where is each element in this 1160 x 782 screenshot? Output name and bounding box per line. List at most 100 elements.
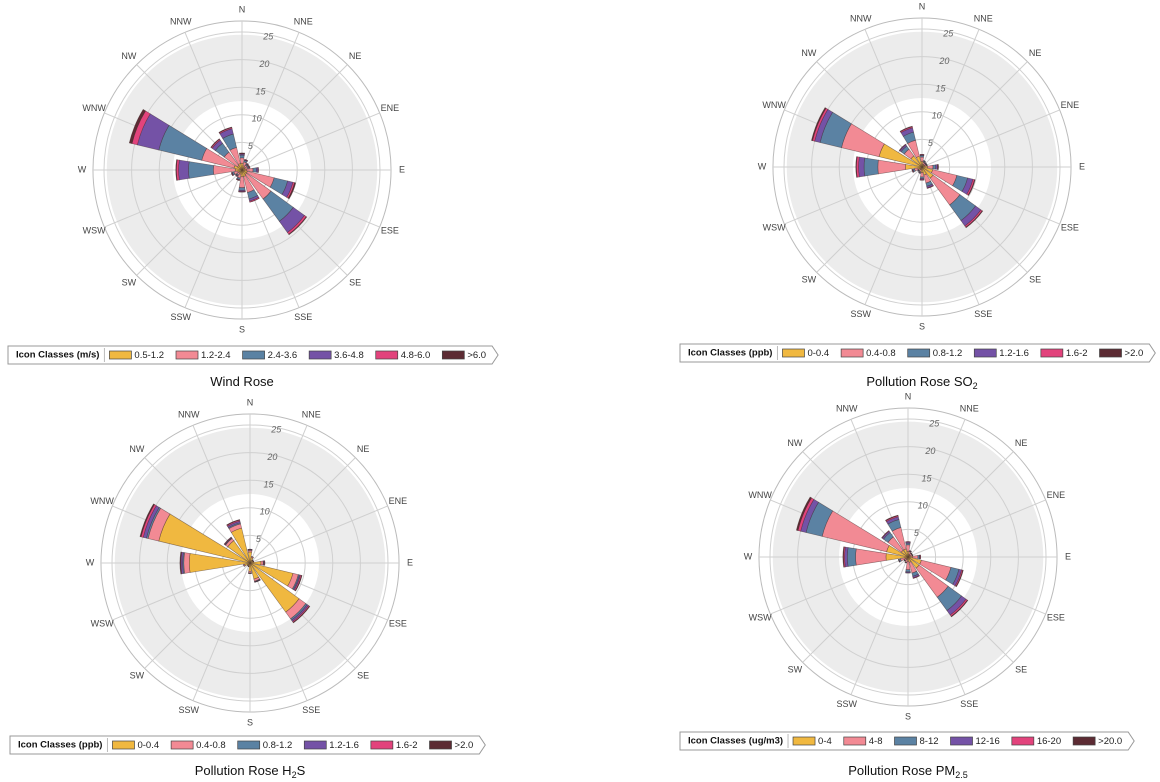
spoke: [784, 166, 923, 225]
ring-tick-label: 20: [938, 56, 949, 66]
rose-chart: N NNE NE ENE E ESE SE SSE S SSW SW WSW W WNW NW NNW 5 10 1…: [7, 4, 499, 389]
direction-label: WNW: [82, 103, 106, 113]
direction-label: S: [247, 717, 253, 727]
ring-tick-label: 25: [270, 425, 282, 435]
spoke: [907, 451, 1014, 558]
ring-tick-label: 15: [256, 86, 267, 96]
legend-swatch: [792, 736, 816, 746]
direction-label: ENE: [1047, 490, 1066, 500]
legend-swatch: [237, 740, 261, 750]
wedge-segment: [898, 559, 900, 563]
direction-label: S: [919, 321, 925, 331]
legend-swatch: [1099, 348, 1122, 358]
direction-label: NNW: [836, 404, 858, 414]
direction-label: ESE: [1047, 613, 1065, 623]
ring-tick-label: 15: [922, 473, 933, 483]
ring-tick-label: 10: [252, 114, 262, 124]
direction-label: N: [919, 1, 926, 11]
wedge-segment: [183, 552, 191, 574]
wedge-segment: [842, 546, 845, 568]
direction-label: SSE: [302, 705, 320, 715]
wedge-segment: [910, 552, 913, 555]
rose-chart: N NNE NE ENE E ESE SE SSE S SSW SW WSW W WNW NW NNW 5 10 1…: [679, 1, 1156, 391]
direction-label: WSW: [83, 226, 106, 236]
wedge-segment: [917, 170, 919, 172]
ring-tick-label: 10: [260, 507, 270, 517]
chart-title: Wind Rose: [210, 374, 274, 389]
ring-tick-label: 10: [918, 501, 928, 511]
direction-label: ENE: [389, 496, 408, 506]
wedge-segment: [251, 556, 254, 558]
spoke: [241, 112, 380, 171]
wedge-segment: [885, 514, 899, 522]
legend-swatch: [1040, 348, 1064, 358]
direction-label: N: [247, 397, 254, 407]
rose-chart: N NNE NE ENE E ESE SE SSE S SSW SW WSW W WNW NW NNW 5 10 1…: [9, 397, 486, 780]
wedge-segment: [218, 126, 233, 134]
wedge-segment: [899, 125, 913, 133]
wedge-segment: [911, 554, 914, 556]
legend-swatch: [112, 740, 135, 750]
direction-label: ENE: [1061, 100, 1080, 110]
wedge-segment: [139, 503, 155, 538]
legend-label: 2.4-3.6: [268, 350, 298, 361]
legend-label: 0-0.4: [807, 348, 829, 359]
direction-label: ESE: [1061, 223, 1079, 233]
wedge-segment: [179, 551, 182, 575]
spoke: [816, 166, 923, 273]
wedge-segment: [926, 163, 928, 166]
legend-label: >20.0: [1098, 736, 1122, 747]
ring-tick-label: 25: [928, 419, 940, 429]
direction-label: NW: [801, 48, 816, 58]
wedge-segment: [175, 159, 178, 181]
direction-label: S: [905, 711, 911, 721]
wedge-segment: [226, 519, 241, 526]
direction-label: E: [407, 557, 413, 567]
legend-label: 0-0.4: [137, 740, 159, 751]
direction-label: WNW: [748, 490, 772, 500]
direction-label: ESE: [381, 226, 399, 236]
direction-label: NNE: [294, 17, 313, 27]
direction-label: SSW: [850, 309, 871, 319]
title-subscript: 2: [973, 381, 978, 391]
direction-label: SSW: [836, 699, 857, 709]
wedge-segment: [965, 210, 984, 229]
direction-label: SW: [788, 665, 803, 675]
direction-label: W: [758, 161, 767, 171]
legend-label: 0.5-1.2: [134, 350, 164, 361]
title-text: Pollution Rose SO: [866, 374, 972, 389]
wedge-segment: [909, 550, 912, 552]
spoke: [921, 166, 980, 305]
legend: Icon Classes (ug/m3) 0-4 4-8 8-12 12-16 16-20…: [679, 731, 1135, 751]
direction-label: SW: [802, 275, 817, 285]
direction-label: SE: [349, 278, 361, 288]
direction-label: NE: [1015, 438, 1028, 448]
legend-label: 4-8: [869, 736, 883, 747]
ring-tick-label: 20: [266, 452, 277, 462]
spoke: [144, 562, 251, 669]
spoke: [921, 29, 980, 168]
legend-swatch: [429, 740, 452, 750]
direction-label: NW: [787, 438, 802, 448]
direction-label: WSW: [763, 223, 786, 233]
wedge-segment: [236, 179, 240, 182]
legend-title: Icon Classes (m/s): [16, 350, 99, 361]
wedge-segment: [967, 179, 976, 196]
legend-swatch: [907, 348, 931, 358]
spoke: [802, 556, 909, 663]
legend-label: >2.0: [455, 740, 474, 751]
wedge-segment: [855, 156, 858, 178]
direction-label: SE: [1015, 665, 1027, 675]
legend-label: 1.6-2: [1066, 348, 1088, 359]
rose-chart: N NNE NE ENE E ESE SE SSE S SSW SW WSW W WNW NW NNW 5 10 1…: [679, 391, 1135, 780]
wedge-segment: [898, 143, 906, 151]
legend-title: Icon Classes (ug/m3): [688, 736, 783, 747]
ring-tick-label: 10: [932, 111, 942, 121]
direction-label: NE: [357, 444, 370, 454]
title-subscript: 2.5: [955, 770, 968, 780]
ring-tick-label: 5: [248, 141, 254, 151]
wedge-segment: [937, 164, 939, 170]
legend-label: 8-12: [920, 736, 939, 747]
legend-swatch: [175, 350, 199, 360]
